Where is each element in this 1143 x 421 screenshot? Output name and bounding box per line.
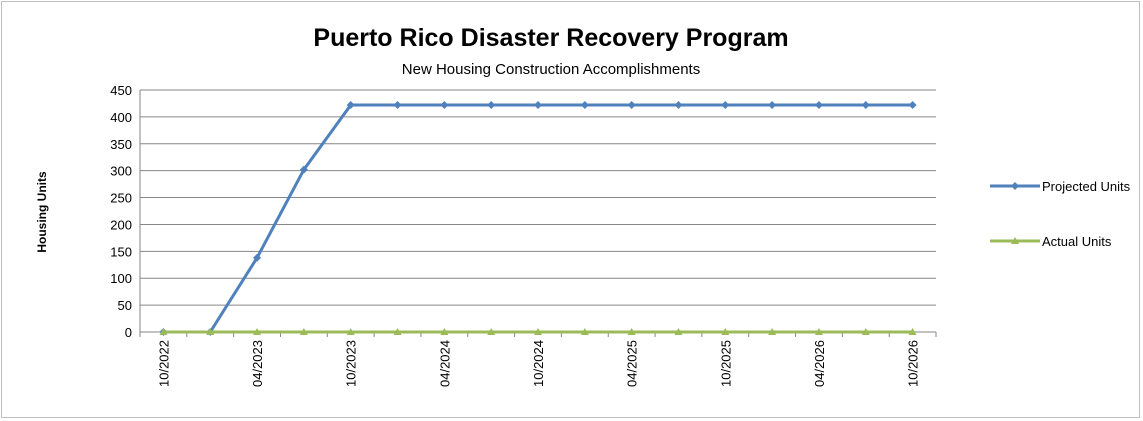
y-tick-label: 300 bbox=[110, 164, 132, 179]
y-tick-label: 200 bbox=[110, 217, 132, 232]
data-point bbox=[627, 328, 636, 335]
data-point bbox=[768, 101, 777, 110]
x-tick-label: 10/2023 bbox=[344, 340, 359, 387]
y-tick-label: 350 bbox=[110, 137, 132, 152]
x-tick-label: 04/2023 bbox=[250, 340, 265, 387]
y-tick-label: 450 bbox=[110, 83, 132, 98]
data-point bbox=[861, 101, 870, 110]
x-tick-label: 10/2024 bbox=[531, 340, 546, 387]
y-tick-label: 100 bbox=[110, 271, 132, 286]
legend-label: Projected Units bbox=[1042, 179, 1131, 194]
y-tick-label: 150 bbox=[110, 244, 132, 259]
data-point bbox=[393, 328, 402, 335]
data-point bbox=[346, 101, 355, 110]
data-point bbox=[627, 101, 636, 110]
data-point bbox=[674, 328, 683, 335]
data-point bbox=[674, 101, 683, 110]
y-tick-label: 400 bbox=[110, 110, 132, 125]
chart-title: Puerto Rico Disaster Recovery Program bbox=[313, 24, 788, 52]
data-point bbox=[580, 328, 589, 335]
y-axis-label: Housing Units bbox=[35, 171, 49, 253]
data-point bbox=[1011, 237, 1019, 244]
data-point bbox=[768, 328, 777, 335]
data-point bbox=[721, 328, 730, 335]
data-point bbox=[299, 328, 308, 335]
data-point bbox=[534, 101, 542, 110]
y-tick-label: 250 bbox=[110, 191, 132, 206]
data-point bbox=[861, 328, 870, 335]
data-point bbox=[814, 328, 823, 335]
x-tick-label: 10/2026 bbox=[906, 340, 921, 387]
data-point bbox=[346, 328, 355, 335]
data-point bbox=[580, 101, 589, 110]
data-point bbox=[299, 165, 308, 174]
chart-subtitle: New Housing Construction Accomplishments bbox=[402, 61, 700, 78]
data-point bbox=[908, 101, 917, 110]
data-point bbox=[440, 101, 449, 110]
data-point bbox=[159, 328, 168, 335]
data-point bbox=[487, 328, 496, 335]
data-point bbox=[253, 253, 262, 262]
x-tick-label: 04/2025 bbox=[625, 340, 640, 387]
data-point bbox=[908, 328, 917, 335]
x-tick-label: 10/2022 bbox=[156, 340, 171, 387]
x-tick-label: 10/2025 bbox=[718, 340, 733, 387]
x-tick-label: 04/2024 bbox=[437, 340, 452, 387]
data-point bbox=[1011, 182, 1019, 190]
data-point bbox=[721, 101, 730, 110]
data-point bbox=[393, 101, 402, 110]
y-tick-label: 50 bbox=[118, 298, 132, 313]
x-tick-label: 04/2026 bbox=[812, 340, 827, 387]
data-point bbox=[253, 328, 262, 335]
data-point bbox=[534, 328, 542, 335]
data-point bbox=[814, 101, 823, 110]
data-point bbox=[487, 101, 496, 110]
legend-label: Actual Units bbox=[1042, 234, 1112, 249]
data-point bbox=[206, 328, 215, 335]
y-tick-label: 0 bbox=[125, 325, 132, 340]
data-point bbox=[440, 328, 449, 335]
